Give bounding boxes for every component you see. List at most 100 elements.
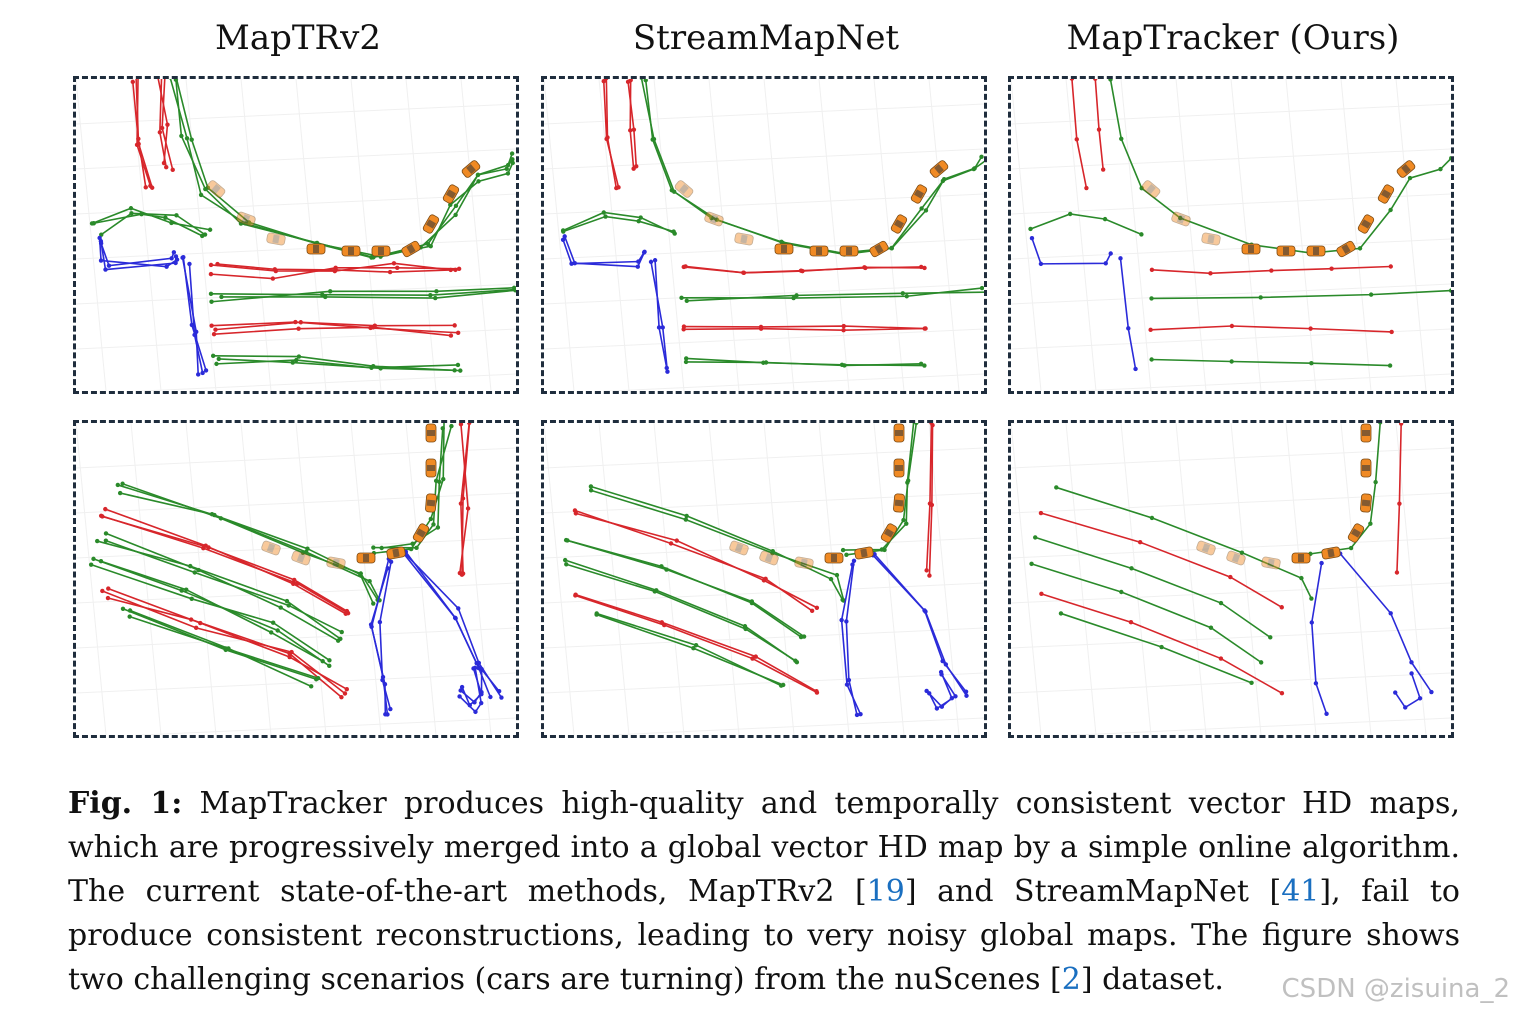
- ped-crossing-point: [479, 689, 484, 695]
- ped-crossing-point: [1417, 696, 1423, 701]
- ped-crossing: [460, 669, 483, 704]
- grid-line: [76, 492, 516, 514]
- road-boundary-point: [564, 562, 569, 567]
- lane-divider-point: [208, 271, 214, 277]
- lane-divider-point: [165, 122, 170, 127]
- grid-line: [76, 423, 107, 735]
- road-boundary-point: [693, 642, 699, 648]
- grid-line: [295, 79, 327, 391]
- road-boundary-point: [672, 231, 677, 236]
- ped-crossing: [1339, 553, 1433, 693]
- road-boundary: [1151, 358, 1391, 367]
- road-boundary-point: [99, 232, 104, 237]
- column-title-maptrv2: MapTRv2: [215, 18, 381, 58]
- lane-divider-point: [753, 654, 758, 659]
- car-icon: [1377, 184, 1395, 204]
- road-boundary-point: [679, 295, 684, 301]
- road-boundary-point: [216, 356, 221, 362]
- grid-line: [544, 328, 984, 350]
- road-boundary-point: [1149, 357, 1154, 362]
- road-boundary-point: [828, 576, 834, 582]
- ped-crossing-point: [383, 712, 388, 717]
- road-boundary-point: [320, 292, 325, 297]
- road-boundary-point: [455, 362, 461, 368]
- road-boundary-point: [1373, 479, 1378, 485]
- lane-divider-point: [130, 79, 135, 85]
- car-icon: [1306, 245, 1326, 257]
- ped-crossing: [182, 257, 207, 371]
- road-boundary-point: [103, 531, 109, 536]
- citation-link-2[interactable]: 2: [1061, 962, 1081, 997]
- lane-divider-point: [456, 266, 462, 272]
- road-boundary-point: [103, 538, 109, 543]
- citation-link-19[interactable]: 19: [866, 874, 905, 909]
- lane-divider: [575, 512, 818, 609]
- lane-divider: [105, 508, 347, 615]
- car-icon: [890, 214, 908, 234]
- road-boundary-point: [120, 481, 125, 486]
- road-boundary-point: [115, 482, 121, 488]
- road-boundary-point: [335, 638, 341, 643]
- road-boundary-point: [643, 79, 648, 83]
- ped-crossing-point: [560, 237, 566, 242]
- road-boundary-point: [1139, 232, 1144, 237]
- lane-divider-point: [465, 506, 471, 511]
- ped-crossing-point: [656, 325, 662, 330]
- lane-divider-point: [573, 511, 579, 516]
- road-boundary: [93, 213, 203, 237]
- map-svg: [544, 423, 984, 735]
- lane-divider-point: [157, 130, 163, 135]
- ped-crossing-point: [924, 688, 929, 694]
- caption-text-4: ] dataset.: [1080, 962, 1224, 997]
- grid-line: [873, 79, 905, 391]
- road-boundary-point: [743, 626, 748, 632]
- ped-crossing-point: [1108, 251, 1113, 256]
- ped-crossing-point: [953, 694, 958, 699]
- lane-divider-point: [295, 581, 300, 586]
- ped-crossing-point: [562, 234, 567, 239]
- lane-divider-point: [1279, 691, 1285, 696]
- grid-line: [818, 423, 850, 735]
- caption-text-1: MapTracker produces high-quality and tem…: [68, 786, 1460, 909]
- road-boundary-point: [588, 484, 594, 489]
- lane-divider-point: [929, 423, 934, 425]
- lane-divider-point: [601, 79, 606, 84]
- ped-crossing-point: [1409, 660, 1414, 665]
- road-boundary-point: [793, 658, 798, 663]
- road-boundary-point: [286, 603, 291, 608]
- lane-divider-point: [814, 688, 819, 694]
- lane-divider-point: [628, 128, 633, 133]
- ped-crossing: [1394, 673, 1422, 709]
- citation-link-41[interactable]: 41: [1281, 874, 1320, 909]
- road-boundary-point: [1218, 600, 1224, 606]
- road-boundary-point: [919, 206, 924, 211]
- road-boundary-point: [504, 166, 509, 172]
- column-title-maptracker: MapTracker (Ours): [1066, 18, 1400, 58]
- road-boundary-point: [900, 291, 906, 296]
- lane-divider-point: [1149, 267, 1155, 272]
- car-icon: [236, 211, 256, 227]
- ped-crossing-point: [934, 706, 940, 711]
- road-boundary-point: [91, 221, 96, 226]
- lane-divider-point: [1389, 329, 1394, 335]
- car-icon: [1276, 245, 1296, 257]
- road-boundary-point: [179, 588, 184, 593]
- road-boundary-point: [709, 215, 714, 221]
- map-panel-streammapnet-scene2: [541, 420, 987, 738]
- road-boundary: [1030, 213, 1142, 236]
- lane-divider-point: [203, 543, 208, 548]
- lane-divider-point: [750, 656, 755, 661]
- lane-divider-point: [573, 592, 578, 597]
- car-icon: [734, 232, 754, 246]
- road-boundary: [97, 540, 341, 640]
- road-boundary-point: [369, 255, 374, 260]
- grid-line: [763, 423, 795, 735]
- road-boundary-point: [196, 567, 201, 573]
- car-icon: [341, 245, 361, 257]
- road-boundary-point: [1058, 611, 1064, 616]
- ped-crossing-point: [1103, 261, 1108, 266]
- grid-line: [1175, 423, 1207, 735]
- ped-crossing-point: [1403, 705, 1408, 710]
- lane-divider-point: [343, 611, 348, 616]
- ped-crossing-point: [660, 325, 665, 330]
